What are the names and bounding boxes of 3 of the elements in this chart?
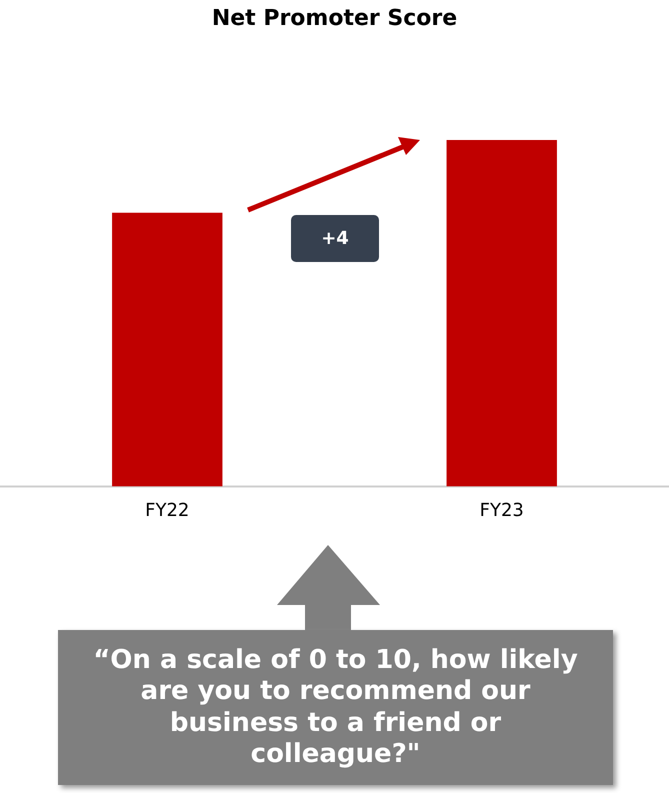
x-tick-label: FY23 <box>480 500 524 521</box>
chart-title: Net Promoter Score <box>210 6 458 31</box>
x-tick-label: FY22 <box>145 500 190 521</box>
